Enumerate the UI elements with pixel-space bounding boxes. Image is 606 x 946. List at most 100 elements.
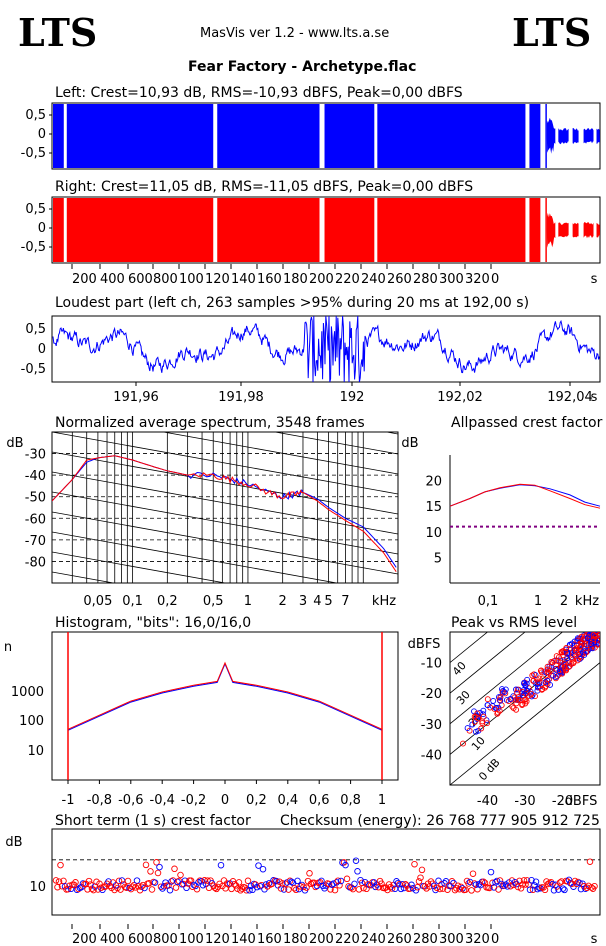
pvr-diagonal xyxy=(450,632,489,663)
short-term-crest-xtick: 200 xyxy=(72,932,97,946)
stc-point xyxy=(303,884,310,891)
pvr-point xyxy=(474,713,481,720)
stc-point xyxy=(433,884,441,892)
spectrum-xtick: 0,1 xyxy=(122,594,143,609)
pvr-point xyxy=(497,697,504,704)
pvr-point xyxy=(547,668,554,675)
crest-ytick: 20 xyxy=(425,475,442,490)
stc-point xyxy=(265,880,273,887)
pvr-point xyxy=(521,697,528,703)
pvr-point xyxy=(546,676,553,683)
pvr-point xyxy=(544,666,551,673)
crest-xtick: 2 xyxy=(560,594,568,609)
stc-point xyxy=(135,883,142,890)
pvr-point xyxy=(588,632,590,633)
pvr-point xyxy=(513,686,519,693)
stc-point xyxy=(472,881,480,888)
pvr-point xyxy=(522,700,529,707)
stc-point xyxy=(279,880,286,887)
stc-point xyxy=(64,885,72,893)
spectrum-slope-line xyxy=(52,571,116,583)
stc-point xyxy=(90,886,97,894)
loudest-title: Loudest part (left ch, 263 samples >95% … xyxy=(55,295,529,311)
stc-point xyxy=(67,885,75,893)
stc-point xyxy=(273,877,280,885)
stc-point xyxy=(343,875,351,883)
spectrum-xtick: 0,5 xyxy=(203,594,224,609)
stc-point xyxy=(246,887,253,894)
short-term-crest-xtick: 120 xyxy=(205,932,230,946)
histogram-xtick: -0,4 xyxy=(150,793,175,808)
pvr-point xyxy=(579,639,586,646)
right-waveform-xtick: 160 xyxy=(257,272,282,287)
spectrum-ytick: -30 xyxy=(25,448,46,463)
pvr-xtick: -40 xyxy=(477,794,498,809)
pvr-point xyxy=(549,659,556,666)
pvr-point xyxy=(530,677,537,684)
spectrum-ytick: -80 xyxy=(25,555,46,570)
stc-point xyxy=(541,886,549,894)
pvr-point xyxy=(483,717,490,724)
stc-point xyxy=(172,884,180,891)
pvr-diagonal xyxy=(450,632,526,694)
pvr-point xyxy=(495,694,502,701)
stc-point xyxy=(124,877,132,885)
histogram-xtick: 0,4 xyxy=(277,793,298,808)
stc-point xyxy=(496,877,504,884)
pvr-point xyxy=(590,632,597,638)
pvr-point xyxy=(499,689,506,696)
stc-point xyxy=(291,884,298,892)
spectrum-frame xyxy=(51,431,399,584)
stc-point xyxy=(187,877,195,884)
stc-point xyxy=(165,882,172,889)
left-waveform-ytick: 0 xyxy=(38,127,46,142)
spectrum-right-curve xyxy=(52,455,397,572)
loudest-ytick: 0,5 xyxy=(25,322,46,337)
right-waveform-xtick: 280 xyxy=(413,272,438,287)
pvr-diagonal xyxy=(450,632,564,725)
right-waveform-xtick: 320 xyxy=(465,272,490,287)
loudest-xtick: 192 xyxy=(340,390,365,405)
pvr-point xyxy=(574,657,581,664)
histogram-frame xyxy=(51,631,399,781)
stc-point xyxy=(280,886,288,893)
pvr-point xyxy=(552,674,559,681)
right-waveform-dropout xyxy=(593,198,597,262)
short-term-crest-xtick: 320 xyxy=(465,932,490,946)
pvr-ytick: -10 xyxy=(421,657,442,672)
left-waveform-ytick: 0,5 xyxy=(25,108,46,123)
histogram-right-curve xyxy=(67,661,383,730)
pvr-point xyxy=(478,725,485,732)
pvr-diagonal xyxy=(450,662,600,785)
pvr-point xyxy=(515,696,522,703)
stc-point xyxy=(517,885,525,892)
stc-point xyxy=(217,861,225,869)
stc-point xyxy=(436,885,444,893)
stc-point xyxy=(133,877,141,884)
stc-point xyxy=(52,877,60,884)
histogram-title: Histogram, "bits": 16,0/16,0 xyxy=(55,615,251,631)
short-term-crest-xtick: 260 xyxy=(387,932,412,946)
loudest-ytick: -0,5 xyxy=(21,362,46,377)
stc-point xyxy=(466,878,474,886)
stc-point xyxy=(153,859,160,866)
stc-point xyxy=(160,883,168,890)
stc-point xyxy=(331,886,339,894)
pvr-point xyxy=(544,663,551,670)
pvr-point xyxy=(535,679,542,686)
stc-point xyxy=(406,885,414,892)
spectrum-xtick: 0,05 xyxy=(83,594,112,609)
stc-point xyxy=(481,879,489,887)
right-waveform-dropout xyxy=(374,198,378,262)
stc-point xyxy=(177,871,184,879)
pvr-ytick: -30 xyxy=(421,718,442,733)
spectrum-slope-line xyxy=(52,471,398,535)
stc-point xyxy=(493,877,501,885)
stc-point xyxy=(459,885,466,892)
pvr-point xyxy=(502,686,509,693)
short-term-crest-xtick: 220 xyxy=(335,932,360,946)
spectrum-xtick: 7 xyxy=(341,594,349,609)
short-term-crest-xtick: 400 xyxy=(100,932,125,946)
crest-ytick: 15 xyxy=(425,500,442,515)
stc-point xyxy=(259,865,267,873)
